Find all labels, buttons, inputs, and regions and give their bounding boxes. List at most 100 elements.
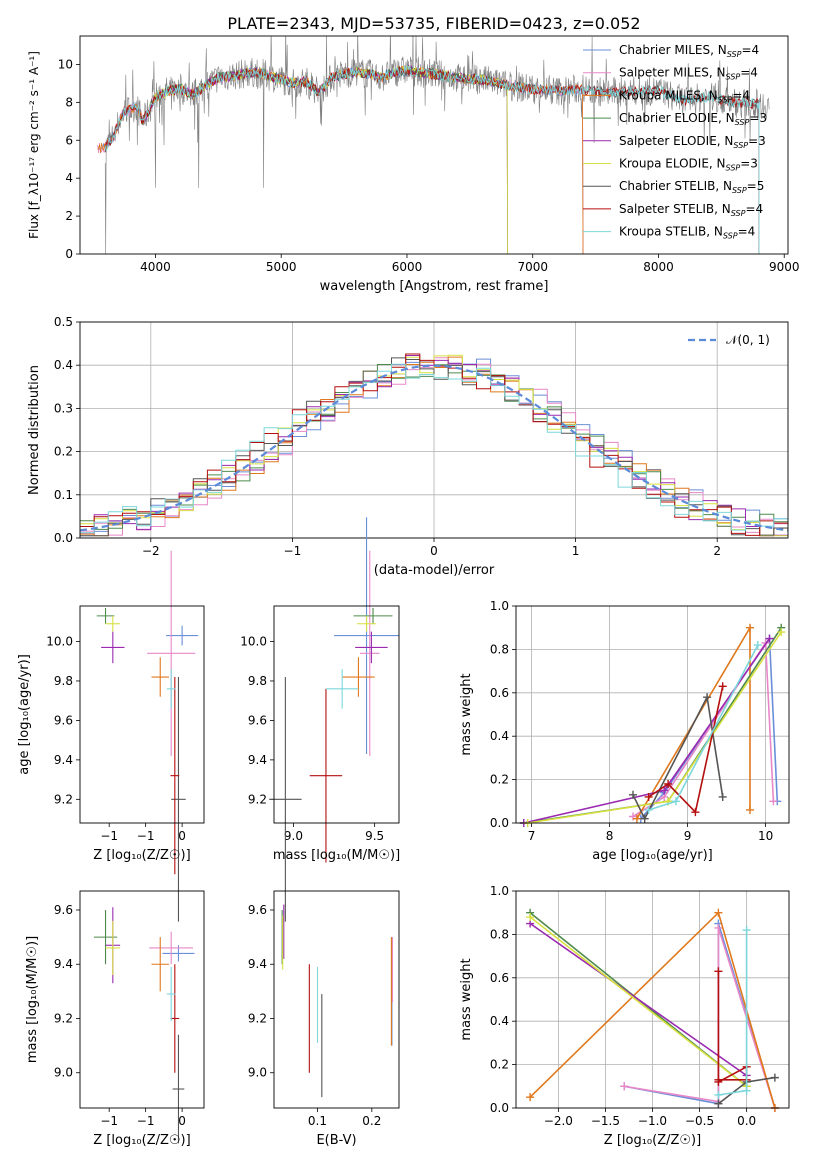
axes-frame	[273, 605, 400, 824]
legend-label: Salpeter ELODIE, NSSP=3	[619, 134, 766, 150]
panel-mass_vs_Z: −1 −1 0 9.0 9.2 9.4 9.6 Z [log₁₀(Z/Z☉)] mass [lo…	[25, 890, 205, 1148]
mass-weight-marker	[632, 814, 641, 823]
mass-weight-line	[718, 930, 748, 1096]
mass-weight-marker	[629, 790, 637, 799]
y-tick-label: 9.4	[248, 753, 267, 767]
y-tick-label: 0.6	[490, 686, 509, 700]
y-axis-label: mass [log₁₀(M/M☉)]	[25, 936, 40, 1063]
x-tick-label: −2	[142, 544, 160, 558]
y-tick-label: 9.4	[54, 957, 73, 971]
normal-reference-curve	[80, 364, 788, 532]
y-tick-label: 9.2	[248, 1011, 267, 1025]
x-tick-label: 2	[713, 544, 721, 558]
x-tick-label: 0.0	[737, 1114, 756, 1128]
x-tick-label: 7000	[517, 260, 548, 274]
x-axis-label: mass [log₁₀(M/M☉)]	[273, 848, 400, 863]
y-tick-label: 9.2	[248, 792, 267, 806]
mass-weight-marker	[742, 926, 751, 935]
plot-area-spectrum	[97, 36, 770, 254]
x-axis-label: Z [log₁₀(Z/Z☉)]	[93, 1133, 190, 1148]
y-tick-label: 4	[65, 171, 73, 185]
axes-frame	[515, 890, 790, 1109]
mass-weight-marker	[640, 814, 649, 823]
x-tick-label: 6000	[392, 260, 423, 274]
mass-weight-line	[648, 686, 724, 814]
x-tick-label: −1	[137, 829, 155, 843]
mass-weight-marker	[526, 1093, 535, 1102]
mass-weight-marker	[714, 1077, 723, 1086]
x-tick-label: 8	[606, 829, 614, 843]
x-tick-label: 5000	[266, 260, 297, 274]
plot-area-massweight_vs_Z	[526, 908, 779, 1112]
y-tick-label: 0.1	[54, 488, 73, 502]
x-tick-label: −2.0	[544, 1114, 573, 1128]
y-tick-label: 0.4	[490, 729, 509, 743]
y-axis-label: Normed distribution	[27, 365, 42, 495]
axes-frame	[515, 605, 790, 824]
y-tick-label: 0.8	[490, 642, 509, 656]
x-axis-label: wavelength [Angstrom, rest frame]	[320, 279, 549, 294]
panel-age_vs_mass: 9.0 9.5 9.2 9.4 9.6 9.8 10.0 mass [log₁₀(M/M☉)]	[240, 517, 400, 922]
y-tick-label: 0.8	[490, 927, 509, 941]
mass-weight-marker	[718, 792, 727, 801]
mass-weight-marker	[770, 1073, 779, 1082]
mass-weight-line	[632, 694, 724, 821]
panel-residuals: −2 −1 0 1 2 0.0 0.1 0.2 0.3 0.4 0.5 (data-model)/er…	[27, 315, 789, 578]
mass-weight-marker	[644, 805, 653, 814]
x-tick-label: −1	[100, 829, 118, 843]
x-tick-label: 0	[178, 829, 186, 843]
x-axis-label: Z [log₁₀(Z/Z☉)]	[604, 1133, 701, 1148]
axes-frame	[79, 890, 205, 1109]
x-axis-label: age [log₁₀(age/yr)]	[592, 848, 713, 863]
plot-area-age_vs_Z	[96, 550, 199, 922]
legend-label: Kroupa ELODIE, NSSP=3	[619, 157, 758, 173]
mass-weight-marker	[769, 797, 778, 806]
observed-spectrum-line	[104, 36, 770, 254]
figure-title: PLATE=2343, MJD=53735, FIBERID=0423, z=0…	[227, 14, 640, 33]
x-axis-label: (data-model)/error	[374, 563, 495, 578]
x-tick-label: 7	[528, 829, 536, 843]
plot-area-massweight_vs_age	[519, 623, 786, 827]
mass-weight-marker	[671, 797, 680, 806]
axes-frame	[273, 890, 400, 1109]
mass-weight-marker	[714, 923, 723, 932]
panel-massweight_vs_Z: −2.0 −1.5 −1.0 −0.5 0.0 0.0 0.2 0.4 0.6 0.8 1.0 Z […	[459, 884, 790, 1148]
legend-label: Chabrier ELODIE, NSSP=3	[619, 111, 767, 127]
y-tick-label: 0.0	[54, 531, 73, 545]
mass-weight-marker	[620, 1082, 629, 1091]
x-tick-label: 9000	[769, 260, 800, 274]
y-axis-label: mass weight	[459, 958, 474, 1040]
legend-label: 𝒩(0, 1)	[726, 333, 770, 347]
y-tick-label: 9.8	[248, 674, 267, 688]
mass-weight-marker	[691, 808, 700, 817]
y-tick-label: 0	[65, 247, 73, 261]
mass-weight-line	[529, 916, 748, 1087]
x-tick-label: 9.0	[284, 829, 303, 843]
mass-weight-marker	[742, 1086, 751, 1095]
y-tick-label: 1.0	[490, 884, 509, 898]
y-tick-label: 0.6	[490, 971, 509, 985]
mass-weight-line	[523, 638, 771, 824]
mass-weight-marker	[714, 967, 723, 976]
y-axis-label: Flux [f_λ10⁻¹⁷ erg cm⁻² s⁻¹ A⁻¹]	[27, 51, 41, 239]
y-tick-label: 0.0	[490, 1101, 509, 1115]
plot-area-mass_vs_EBV	[281, 904, 394, 1098]
y-tick-label: 9.2	[54, 792, 73, 806]
x-tick-label: 0	[430, 544, 438, 558]
y-tick-label: 9.4	[54, 753, 73, 767]
panel-age_vs_Z: −1 −1 0 9.2 9.4 9.6 9.8 10.0 Z [log₁₀(Z/Z☉)] age …	[17, 550, 205, 922]
y-tick-label: 9.8	[54, 674, 73, 688]
x-axis-label: Z [log₁₀(Z/Z☉)]	[93, 848, 190, 863]
y-tick-label: 9.6	[248, 713, 267, 727]
y-tick-label: 2	[65, 209, 73, 223]
y-tick-label: 0.2	[490, 1058, 509, 1072]
residual-histogram	[80, 363, 788, 534]
x-tick-label: −1	[284, 544, 302, 558]
plot-area-age_vs_mass	[269, 517, 399, 922]
mass-weight-marker	[526, 913, 535, 922]
residual-histogram	[80, 357, 788, 537]
y-tick-label: 10.0	[240, 635, 267, 649]
y-tick-label: 9.6	[248, 903, 267, 917]
panel-mass_vs_EBV: 0.1 0.2 9.0 9.2 9.4 9.6 E(B-V)	[248, 890, 400, 1148]
